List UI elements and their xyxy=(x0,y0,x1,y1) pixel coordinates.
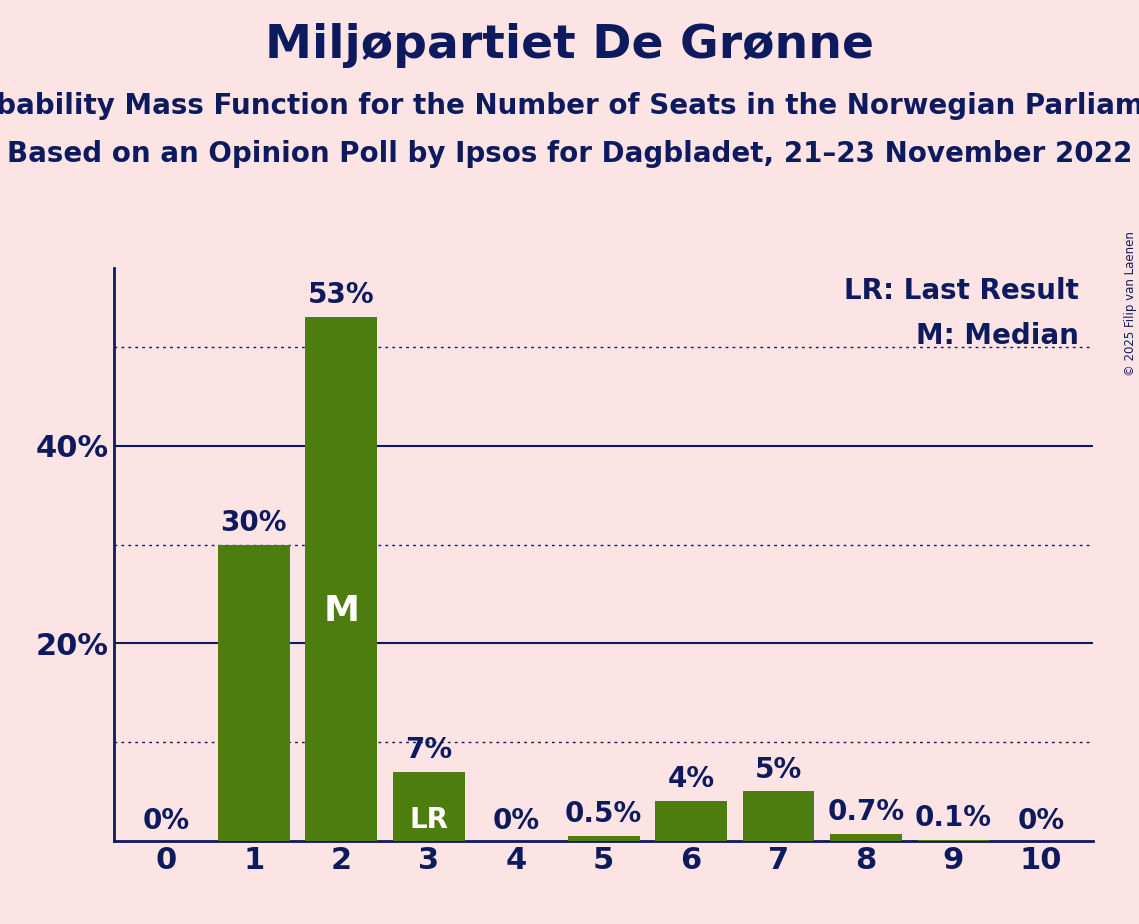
Text: © 2025 Filip van Laenen: © 2025 Filip van Laenen xyxy=(1124,231,1137,376)
Text: 0.7%: 0.7% xyxy=(828,798,904,826)
Bar xyxy=(393,772,465,841)
Text: 5%: 5% xyxy=(755,756,802,784)
Text: M: Median: M: Median xyxy=(916,322,1079,350)
Text: 30%: 30% xyxy=(221,508,287,537)
Text: 0%: 0% xyxy=(142,807,190,835)
Text: LR: LR xyxy=(409,806,449,834)
Bar xyxy=(568,836,639,841)
Text: 4%: 4% xyxy=(667,765,714,794)
Text: Based on an Opinion Poll by Ipsos for Dagbladet, 21–23 November 2022: Based on an Opinion Poll by Ipsos for Da… xyxy=(7,140,1132,168)
Text: 7%: 7% xyxy=(405,736,452,764)
Text: Miljøpartiet De Grønne: Miljøpartiet De Grønne xyxy=(265,23,874,68)
Text: 0.5%: 0.5% xyxy=(565,800,642,828)
Text: 53%: 53% xyxy=(308,282,375,310)
Bar xyxy=(743,792,814,841)
Text: 0.1%: 0.1% xyxy=(915,804,992,832)
Bar xyxy=(830,834,902,841)
Text: 0%: 0% xyxy=(493,807,540,835)
Text: Probability Mass Function for the Number of Seats in the Norwegian Parliament: Probability Mass Function for the Number… xyxy=(0,92,1139,120)
Bar xyxy=(305,317,377,841)
Text: LR: Last Result: LR: Last Result xyxy=(844,276,1079,305)
Bar xyxy=(918,840,990,841)
Text: 0%: 0% xyxy=(1017,807,1065,835)
Bar xyxy=(218,544,289,841)
Bar xyxy=(655,801,727,841)
Text: M: M xyxy=(323,593,359,627)
